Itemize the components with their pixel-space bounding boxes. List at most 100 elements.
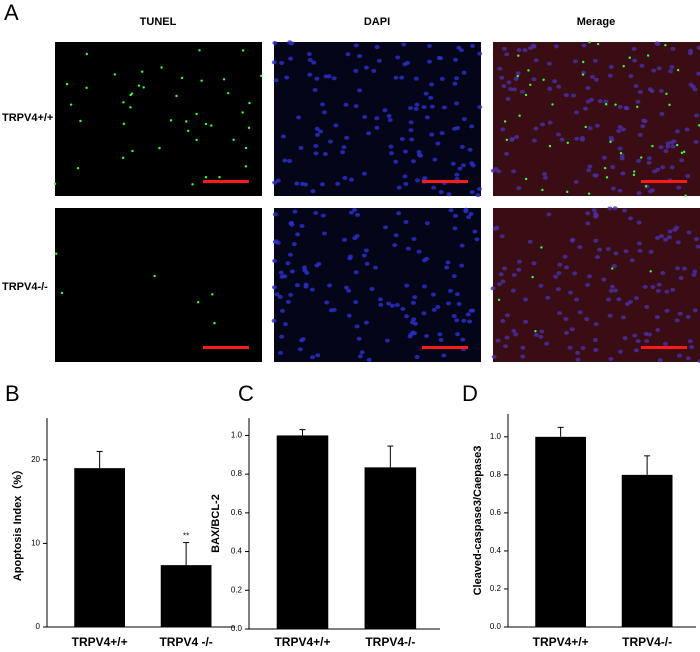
nucleus bbox=[399, 136, 405, 141]
nucleus bbox=[344, 135, 350, 140]
nucleus bbox=[633, 296, 639, 301]
nucleus bbox=[656, 282, 662, 287]
nucleus bbox=[320, 213, 326, 218]
tunel-dot bbox=[505, 138, 509, 142]
nucleus bbox=[616, 297, 622, 302]
tunel-dot bbox=[551, 103, 554, 106]
nucleus bbox=[416, 149, 422, 154]
tunel-dot bbox=[527, 69, 530, 72]
nucleus bbox=[663, 149, 669, 154]
nucleus bbox=[413, 106, 419, 111]
nucleus bbox=[620, 127, 626, 132]
nucleus bbox=[287, 252, 293, 257]
tunel-dot bbox=[517, 54, 520, 57]
nucleus bbox=[426, 59, 432, 64]
nucleus bbox=[412, 321, 418, 326]
nucleus bbox=[453, 57, 459, 62]
nucleus bbox=[277, 350, 283, 355]
nucleus bbox=[429, 82, 435, 87]
tunel-dot bbox=[497, 298, 501, 302]
tunel-dot bbox=[65, 82, 69, 86]
nucleus bbox=[459, 144, 465, 149]
nucleus bbox=[587, 274, 593, 279]
nucleus bbox=[637, 132, 643, 137]
tunel-dot bbox=[632, 173, 636, 177]
nucleus bbox=[363, 248, 369, 253]
nucleus bbox=[394, 303, 400, 308]
nucleus bbox=[445, 301, 451, 306]
nucleus bbox=[347, 256, 353, 261]
nucleus bbox=[617, 124, 623, 129]
nucleus bbox=[587, 126, 593, 131]
tunel-dot bbox=[129, 106, 132, 109]
nucleus bbox=[666, 235, 672, 240]
nucleus bbox=[402, 174, 408, 179]
tunel-dot bbox=[244, 146, 248, 150]
nucleus bbox=[271, 60, 277, 65]
tunel-dot bbox=[516, 74, 519, 78]
tunel-dot bbox=[581, 60, 585, 64]
nucleus bbox=[288, 56, 294, 61]
y-tick-label: 0.4 bbox=[231, 547, 243, 556]
nucleus bbox=[353, 270, 359, 275]
bar bbox=[621, 474, 673, 627]
nucleus bbox=[664, 308, 670, 313]
y-tick-label: 0.6 bbox=[231, 508, 243, 517]
nucleus bbox=[623, 105, 629, 110]
tunel-dot bbox=[169, 119, 173, 122]
nucleus bbox=[468, 211, 474, 216]
nucleus bbox=[386, 114, 392, 119]
nucleus bbox=[605, 247, 611, 252]
nucleus bbox=[496, 282, 502, 287]
nucleus bbox=[438, 56, 444, 61]
nucleus bbox=[313, 151, 319, 156]
nucleus bbox=[612, 288, 618, 293]
nucleus bbox=[396, 185, 402, 190]
nucleus bbox=[313, 210, 319, 215]
nucleus bbox=[612, 206, 618, 211]
nucleus bbox=[274, 292, 280, 297]
nucleus bbox=[540, 122, 546, 127]
nucleus bbox=[285, 261, 291, 266]
tunel-dot bbox=[531, 275, 534, 279]
nucleus bbox=[505, 96, 511, 101]
nucleus bbox=[601, 155, 607, 160]
nucleus bbox=[412, 295, 418, 300]
tunel-dot bbox=[640, 156, 643, 159]
micrograph bbox=[493, 42, 700, 196]
nucleus bbox=[405, 246, 411, 251]
nucleus bbox=[575, 350, 581, 355]
nucleus bbox=[670, 46, 676, 51]
tunel-dot bbox=[644, 185, 648, 188]
nucleus bbox=[584, 317, 590, 322]
nucleus bbox=[647, 189, 653, 194]
tunel-dot bbox=[529, 83, 532, 86]
nucleus bbox=[422, 176, 428, 181]
nucleus bbox=[388, 144, 394, 149]
nucleus bbox=[408, 120, 414, 125]
tunel-dot bbox=[548, 144, 552, 148]
nucleus bbox=[378, 302, 384, 307]
y-tick-label: 10 bbox=[31, 539, 40, 548]
nucleus bbox=[424, 221, 430, 226]
tunel-dot bbox=[204, 175, 208, 179]
tunel-dot bbox=[541, 188, 544, 192]
nucleus bbox=[469, 161, 475, 166]
nucleus bbox=[383, 225, 389, 230]
x-tick-label: TRPV4+/+ bbox=[72, 635, 128, 649]
nucleus bbox=[288, 292, 294, 297]
nucleus bbox=[631, 47, 637, 52]
nucleus bbox=[640, 124, 646, 129]
nucleus bbox=[492, 226, 498, 231]
nucleus bbox=[272, 258, 278, 263]
nucleus bbox=[403, 182, 409, 187]
nucleus bbox=[458, 48, 464, 53]
nucleus bbox=[670, 287, 676, 292]
nucleus bbox=[617, 188, 623, 193]
nucleus bbox=[416, 249, 422, 254]
tunel-dot bbox=[85, 52, 88, 56]
nucleus bbox=[413, 76, 419, 81]
tunel-dot bbox=[646, 54, 650, 57]
nucleus bbox=[577, 245, 583, 250]
x-tick-label: TRPV4-/- bbox=[622, 635, 672, 649]
